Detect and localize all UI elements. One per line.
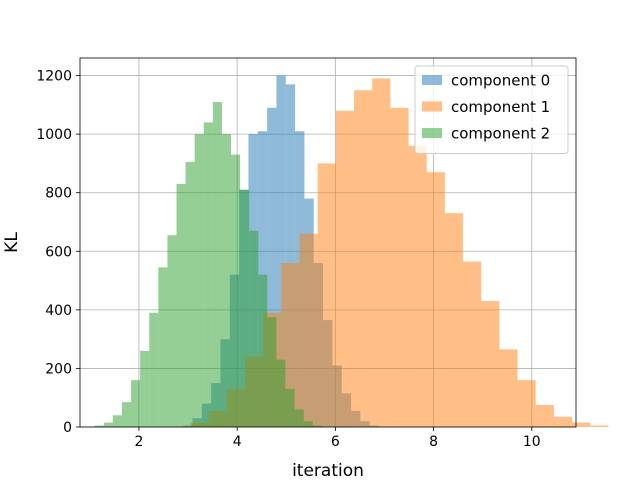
legend: component 0 component 1 component 2 bbox=[414, 65, 569, 154]
legend-swatch bbox=[422, 128, 442, 138]
y-tick-label: 1200 bbox=[36, 69, 72, 85]
x-axis-label: iteration bbox=[292, 461, 364, 480]
series-2-bars bbox=[94, 101, 322, 427]
bar bbox=[103, 422, 113, 427]
bar bbox=[372, 78, 391, 427]
bar bbox=[572, 422, 591, 427]
bar bbox=[481, 301, 500, 427]
y-tick-label: 200 bbox=[45, 361, 72, 377]
bar bbox=[426, 172, 445, 427]
bar bbox=[249, 230, 259, 427]
legend-box bbox=[414, 65, 569, 154]
axis-ticks: 2 4 6 8 10 0 200 400 600 800 1000 1200 bbox=[36, 69, 540, 450]
legend-swatch bbox=[422, 101, 442, 112]
bar bbox=[276, 75, 286, 428]
y-tick-label: 400 bbox=[45, 303, 72, 319]
bar bbox=[303, 421, 313, 427]
bar bbox=[231, 154, 241, 427]
legend-label: component 2 bbox=[451, 125, 550, 143]
x-tick-label: 10 bbox=[523, 434, 541, 450]
legend-swatch bbox=[422, 75, 442, 85]
bar bbox=[590, 425, 609, 427]
bar bbox=[335, 110, 355, 427]
bar bbox=[158, 267, 168, 427]
legend-label: component 0 bbox=[451, 72, 550, 90]
bar bbox=[285, 84, 296, 427]
bar bbox=[408, 145, 427, 427]
bar bbox=[94, 425, 104, 427]
bar bbox=[221, 134, 232, 427]
bar bbox=[535, 405, 554, 427]
bar bbox=[463, 261, 482, 427]
y-tick-label: 0 bbox=[63, 420, 72, 436]
bar bbox=[294, 409, 304, 427]
bar bbox=[317, 163, 336, 427]
x-tick-label: 4 bbox=[233, 434, 242, 450]
y-axis-label: KL bbox=[2, 232, 22, 253]
legend-label: component 1 bbox=[451, 98, 550, 116]
bar bbox=[354, 90, 373, 427]
bar bbox=[267, 317, 277, 427]
bar bbox=[194, 134, 204, 427]
x-tick-label: 6 bbox=[331, 434, 340, 450]
bar bbox=[276, 359, 286, 427]
x-tick-label: 2 bbox=[134, 434, 143, 450]
x-tick-label: 8 bbox=[429, 434, 438, 450]
bar bbox=[112, 415, 122, 427]
bar bbox=[390, 107, 409, 428]
plot-area-frame bbox=[79, 57, 577, 428]
y-tick-label: 800 bbox=[45, 186, 72, 202]
bar bbox=[185, 161, 195, 427]
bar bbox=[499, 349, 518, 427]
bar bbox=[312, 425, 322, 427]
bar bbox=[517, 380, 536, 427]
bar bbox=[212, 101, 222, 427]
bar bbox=[131, 380, 141, 427]
y-tick-label: 1000 bbox=[36, 127, 72, 143]
bar bbox=[149, 312, 159, 427]
y-tick-label: 600 bbox=[45, 244, 72, 260]
bar bbox=[267, 107, 277, 428]
bar bbox=[299, 233, 318, 427]
bar bbox=[140, 350, 150, 427]
bar bbox=[121, 402, 132, 427]
bar bbox=[203, 122, 213, 427]
bar bbox=[167, 235, 177, 427]
bar bbox=[553, 416, 573, 427]
bars-layer bbox=[94, 75, 609, 428]
bar bbox=[176, 183, 186, 427]
bar bbox=[258, 274, 268, 427]
bar bbox=[444, 213, 464, 427]
bar bbox=[281, 263, 300, 427]
bar bbox=[285, 388, 295, 427]
bar bbox=[240, 189, 250, 427]
